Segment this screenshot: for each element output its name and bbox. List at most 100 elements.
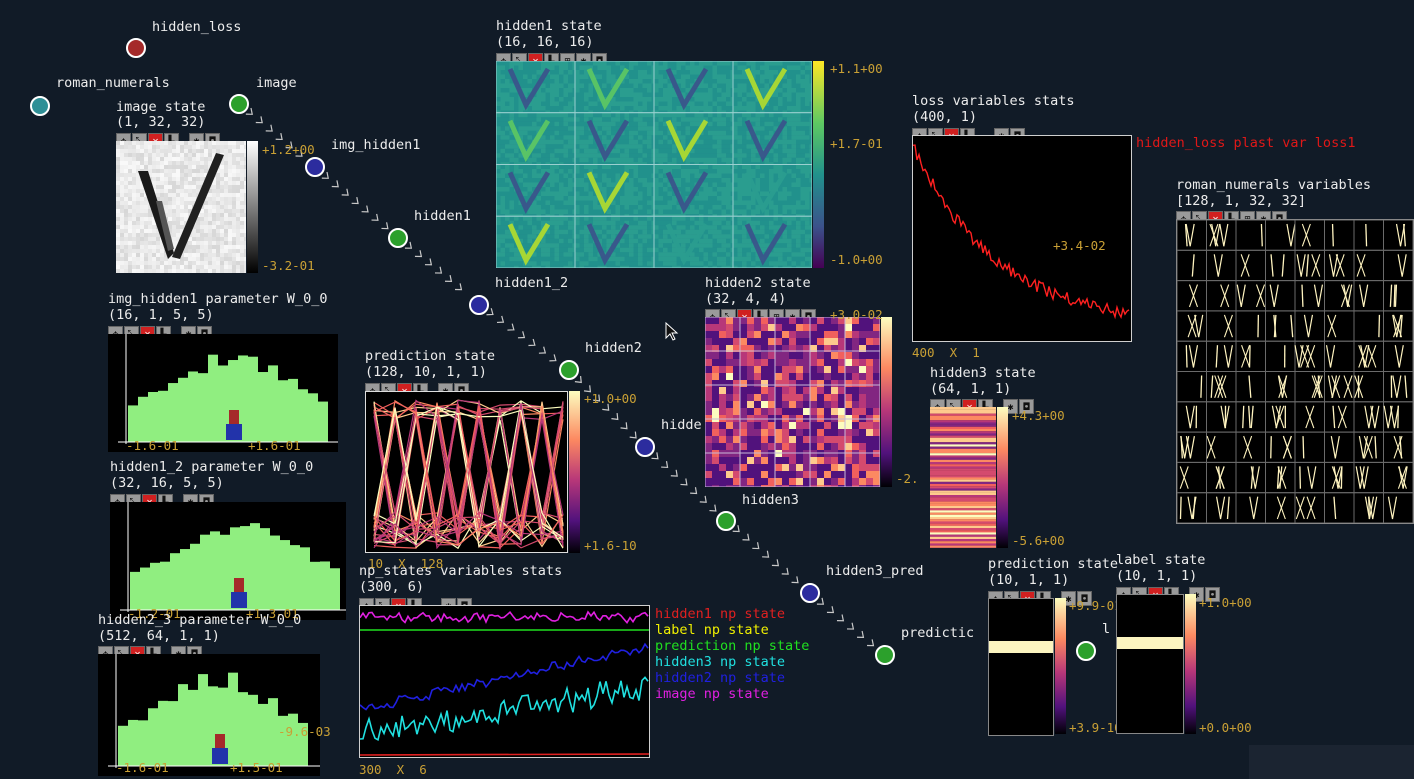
w12-shape: (32, 16, 5, 5)	[110, 475, 224, 491]
roman-vars-view[interactable]	[1176, 219, 1414, 524]
w12-histogram[interactable]	[110, 502, 346, 620]
hidden1-state-colorbar	[813, 61, 824, 268]
hidden1-state-shape: (16, 16, 16)	[496, 34, 594, 50]
prediction-big-axis: 10 X 128	[368, 556, 444, 571]
legend-prediction: prediction np state	[655, 638, 810, 654]
node-hidden3[interactable]	[716, 511, 736, 531]
node-roman-numerals-label: roman_numerals	[56, 75, 170, 91]
legend-hidden2: hidden2 np state	[655, 670, 786, 686]
image-state-colorbar	[247, 141, 258, 273]
node-hidden2-3-label: hidde	[661, 417, 702, 433]
loss-stats-title: loss variables stats	[912, 93, 1075, 109]
np-stats-shape: (300, 6)	[359, 579, 425, 595]
node-label[interactable]	[1076, 641, 1096, 661]
prediction-big-max: +1.0+00	[584, 391, 637, 406]
loss-stats-shape: (400, 1)	[912, 109, 978, 125]
hidden3-state-view[interactable]	[930, 407, 996, 548]
node-hidden-loss[interactable]	[126, 38, 146, 58]
np-stats-lines	[360, 610, 649, 756]
prediction-small-min: +3.9-10	[1069, 720, 1122, 735]
hidden2-state-colorbar	[881, 317, 892, 487]
node-hidden3-label: hidden3	[742, 492, 799, 508]
prediction-big-min: +1.6-10	[584, 538, 637, 553]
hidden3-state-min: -5.6+00	[1012, 533, 1065, 548]
hidden2-state-title: hidden2 state	[705, 275, 811, 291]
prediction-big-colorbar	[569, 391, 580, 553]
np-stats-axis: 300 X 6	[359, 762, 427, 777]
w1-histogram[interactable]	[108, 334, 338, 452]
w12-min: -1.2-01	[128, 606, 181, 621]
camera-icon[interactable]: ◘	[1019, 399, 1034, 414]
w23-max: +1.5-01	[230, 760, 283, 775]
prediction-small-title: prediction state	[988, 556, 1119, 572]
mouse-cursor-icon	[665, 322, 679, 341]
node-prediction[interactable]	[875, 645, 895, 665]
node-hidden2[interactable]	[559, 360, 579, 380]
camera-icon[interactable]: ◘	[1077, 591, 1092, 606]
w1-shape: (16, 1, 5, 5)	[108, 307, 214, 323]
prediction-small-colorbar	[1055, 598, 1066, 734]
hidden3-state-stripes	[930, 407, 996, 548]
legend-hidden3: hidden3 np state	[655, 654, 786, 670]
w1-min: -1.6-01	[126, 438, 179, 453]
label-state-max: +1.0+00	[1199, 595, 1252, 610]
node-img-hidden1-label: img_hidden1	[331, 137, 421, 153]
node-roman-numerals[interactable]	[30, 96, 50, 116]
node-image-label: image	[256, 75, 297, 91]
image-state-max: +1.2+00	[262, 142, 315, 157]
w23-histogram[interactable]	[98, 654, 320, 776]
hidden1-state-maps	[496, 61, 812, 268]
label-state-title: label state	[1116, 552, 1206, 568]
prediction-small-view[interactable]	[988, 598, 1054, 736]
w23-title: hidden2_3 parameter W_0_0	[98, 612, 302, 628]
image-state-title: image state	[116, 99, 206, 115]
node-hidden2-3[interactable]	[635, 437, 655, 457]
node-prediction-label: predictic	[901, 625, 975, 641]
camera-icon[interactable]: ◘	[1205, 587, 1220, 602]
np-stats-plot[interactable]	[359, 605, 650, 758]
prediction-small-shape: (10, 1, 1)	[988, 572, 1070, 588]
hidden3-state-shape: (64, 1, 1)	[930, 381, 1012, 397]
prediction-big-lines	[373, 399, 564, 550]
node-hidden3-pred[interactable]	[800, 583, 820, 603]
loss-curve	[913, 144, 1130, 320]
w12-title: hidden1_2 parameter W_0_0	[110, 459, 314, 475]
prediction-big-title: prediction state	[365, 348, 496, 364]
node-hidden1[interactable]	[388, 228, 408, 248]
w1-max: +1.6-01	[248, 438, 301, 453]
image-state-min: -3.2-01	[262, 258, 315, 273]
hidden3-state-max: +4.3+00	[1012, 408, 1065, 423]
loss-series-label: hidden_loss plast var loss1	[1136, 135, 1356, 151]
loss-stats-axis: 400 X 1	[912, 345, 980, 360]
hidden1-state-mid: +1.7-01	[830, 136, 883, 151]
w12-histogram-bars	[120, 502, 346, 612]
w23-shape: (512, 64, 1, 1)	[98, 628, 220, 644]
image-state-shape: (1, 32, 32)	[116, 114, 206, 130]
node-hidden1-2[interactable]	[469, 295, 489, 315]
w23-histogram-bars	[108, 654, 320, 768]
prediction-big-plot[interactable]	[365, 391, 568, 553]
w23-value: -9.6-03	[278, 724, 331, 739]
roman-vars-shape: [128, 1, 32, 32]	[1176, 193, 1307, 209]
node-img-hidden1[interactable]	[305, 157, 325, 177]
hidden1-state-view[interactable]	[496, 61, 812, 268]
label-state-view[interactable]	[1116, 594, 1184, 734]
legend-image: image np state	[655, 686, 769, 702]
label-state-colorbar	[1185, 594, 1196, 734]
image-state-view[interactable]	[116, 141, 246, 273]
node-hidden3-pred-label: hidden3_pred	[826, 563, 924, 579]
legend-label: label np state	[655, 622, 769, 638]
hidden2-state-shape: (32, 4, 4)	[705, 291, 787, 307]
legend-hidden1: hidden1 np state	[655, 606, 786, 622]
node-hidden2-label: hidden2	[585, 340, 642, 356]
node-image[interactable]	[229, 94, 249, 114]
hidden1-state-min: -1.0+00	[830, 252, 883, 267]
label-state-min: +0.0+00	[1199, 720, 1252, 735]
roman-vars-grid	[1177, 220, 1413, 523]
hidden1-state-title: hidden1 state	[496, 18, 602, 34]
w1-histogram-bars	[118, 334, 338, 444]
np-stats-title: np_states variables stats	[359, 563, 563, 579]
hidden2-state-view[interactable]	[705, 317, 880, 487]
loss-stats-plot[interactable]	[912, 135, 1132, 342]
